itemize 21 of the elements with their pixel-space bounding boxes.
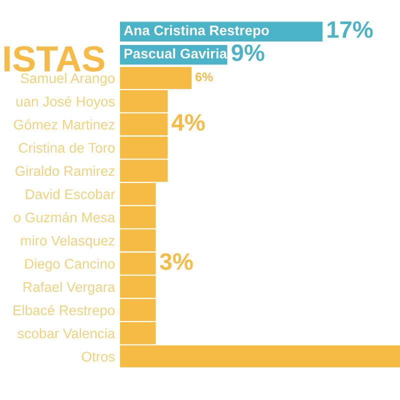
text: ISTAS [4,46,104,72]
y-tick-label: miro Velasquez [21,235,114,248]
y-tick-label: Pascual Gaviria [124,48,228,59]
y-tick-label: Rafael Vergara [24,282,116,295]
y-tick-label: Otros [82,352,115,362]
y-tick-label: o Guzmán Mesa [14,212,116,222]
data-label: 3% [160,253,193,270]
y-tick-label: Gómez Martinez [14,119,114,130]
y-tick-label: Diego Cancino [25,258,115,272]
data-label: 9% [232,44,264,62]
data-label: 17% [328,21,373,38]
y-tick-label: uan José Hoyos [16,96,115,110]
data-label: 4% [172,114,205,131]
y-tick-label: scobar Valencia [18,328,116,338]
y-tick-label: Cristina de Toro [18,142,115,153]
y-tick-label: Elbacé Restrepo [14,304,115,318]
data-label: 6% [196,72,213,82]
y-tick-label: Giraldo Ramirez [16,166,114,176]
y-tick-label: Samuel Arango [20,72,115,86]
y-tick-label: David Escobar [26,188,115,200]
y-tick-label: Ana Cristina Restrepo [124,25,269,38]
